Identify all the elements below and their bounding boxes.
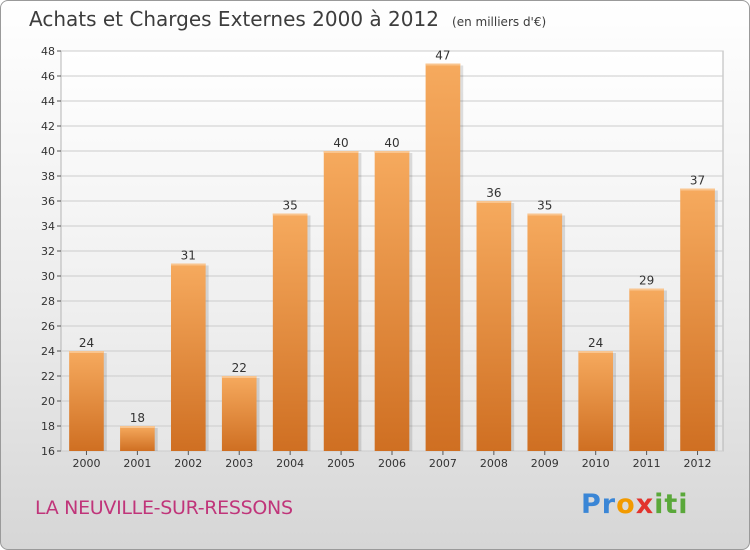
data-label: 22 bbox=[232, 361, 247, 375]
chart-title: Achats et Charges Externes 2000 à 2012 bbox=[29, 7, 439, 31]
bar-2001 bbox=[120, 426, 155, 451]
bar-top-highlight bbox=[578, 351, 614, 353]
bar-top-highlight bbox=[221, 376, 257, 378]
bar-2005 bbox=[323, 151, 359, 451]
y-tick-label: 30 bbox=[41, 270, 55, 283]
x-tick-label: 2005 bbox=[327, 457, 355, 470]
bar-2003 bbox=[221, 376, 257, 451]
bar-top-highlight bbox=[425, 63, 461, 66]
chart-title-block: Achats et Charges Externes 2000 à 2012 (… bbox=[29, 7, 546, 31]
bar-top-highlight bbox=[120, 426, 155, 428]
data-label: 35 bbox=[537, 199, 552, 213]
y-tick-label: 24 bbox=[41, 345, 55, 358]
data-label: 40 bbox=[384, 136, 399, 150]
logo-letter: P bbox=[581, 489, 602, 520]
bar-top-highlight bbox=[680, 188, 715, 191]
logo-letter: o bbox=[616, 489, 636, 520]
data-label: 40 bbox=[333, 136, 348, 150]
logo-letter: x bbox=[635, 489, 655, 520]
city-name: LA NEUVILLE-SUR-RESSONS bbox=[35, 497, 293, 519]
y-tick-label: 22 bbox=[41, 370, 55, 383]
logo-letter: i bbox=[678, 489, 689, 520]
y-tick-label: 42 bbox=[41, 120, 55, 133]
x-tick-label: 2003 bbox=[225, 457, 253, 470]
y-tick-label: 38 bbox=[41, 170, 55, 183]
data-label: 18 bbox=[130, 411, 145, 425]
bar-top-highlight bbox=[69, 351, 104, 353]
y-tick-label: 44 bbox=[41, 95, 55, 108]
x-tick-label: 2012 bbox=[684, 457, 712, 470]
x-tick-label: 2006 bbox=[378, 457, 406, 470]
logo-letter: t bbox=[664, 489, 679, 520]
bar-top-highlight bbox=[272, 213, 308, 216]
y-tick-label: 32 bbox=[41, 245, 55, 258]
bar-2002 bbox=[170, 263, 206, 451]
bar-top-highlight bbox=[323, 151, 359, 153]
y-tick-label: 16 bbox=[41, 445, 55, 458]
y-tick-label: 40 bbox=[41, 145, 55, 158]
data-label: 31 bbox=[181, 249, 196, 263]
data-label: 47 bbox=[435, 49, 450, 63]
y-tick-label: 18 bbox=[41, 420, 55, 433]
bar-2007 bbox=[425, 63, 461, 451]
bar-top-highlight bbox=[629, 288, 664, 291]
logo-letter: i bbox=[654, 489, 665, 520]
unit-note: (en milliers d'€) bbox=[452, 15, 547, 29]
bar-top-highlight bbox=[170, 263, 206, 266]
x-tick-label: 2002 bbox=[174, 457, 202, 470]
x-tick-label: 2004 bbox=[276, 457, 304, 470]
y-tick-label: 20 bbox=[41, 395, 55, 408]
data-label: 35 bbox=[283, 199, 298, 213]
data-label: 24 bbox=[588, 336, 603, 350]
y-tick-label: 34 bbox=[41, 220, 55, 233]
data-label: 37 bbox=[690, 174, 705, 188]
x-tick-label: 2001 bbox=[123, 457, 151, 470]
y-tick-label: 26 bbox=[41, 320, 55, 333]
x-tick-label: 2007 bbox=[429, 457, 457, 470]
x-tick-label: 2011 bbox=[633, 457, 661, 470]
bar-top-highlight bbox=[374, 151, 410, 153]
x-tick-label: 2009 bbox=[531, 457, 559, 470]
bar-top-highlight bbox=[476, 201, 512, 203]
bar-2006 bbox=[374, 151, 410, 451]
x-tick-label: 2008 bbox=[480, 457, 508, 470]
bar-top-highlight bbox=[527, 213, 563, 216]
proxiti-logo: Proxiti bbox=[581, 489, 689, 520]
data-label: 36 bbox=[486, 186, 501, 200]
y-tick-label: 48 bbox=[41, 45, 55, 58]
y-tick-label: 28 bbox=[41, 295, 55, 308]
data-label: 24 bbox=[79, 336, 94, 350]
y-tick-label: 36 bbox=[41, 195, 55, 208]
y-tick-label: 46 bbox=[41, 70, 55, 83]
x-tick-label: 2000 bbox=[72, 457, 100, 470]
bar-2012 bbox=[680, 188, 715, 451]
x-tick-label: 2010 bbox=[582, 457, 610, 470]
bar-2008 bbox=[476, 201, 512, 451]
bar-2010 bbox=[578, 351, 614, 451]
bar-2000 bbox=[69, 351, 104, 451]
logo-letter: r bbox=[601, 489, 617, 520]
bar-2011 bbox=[629, 288, 664, 451]
data-label: 29 bbox=[639, 274, 654, 288]
bar-2009 bbox=[527, 213, 563, 451]
bar-2004 bbox=[272, 213, 308, 451]
